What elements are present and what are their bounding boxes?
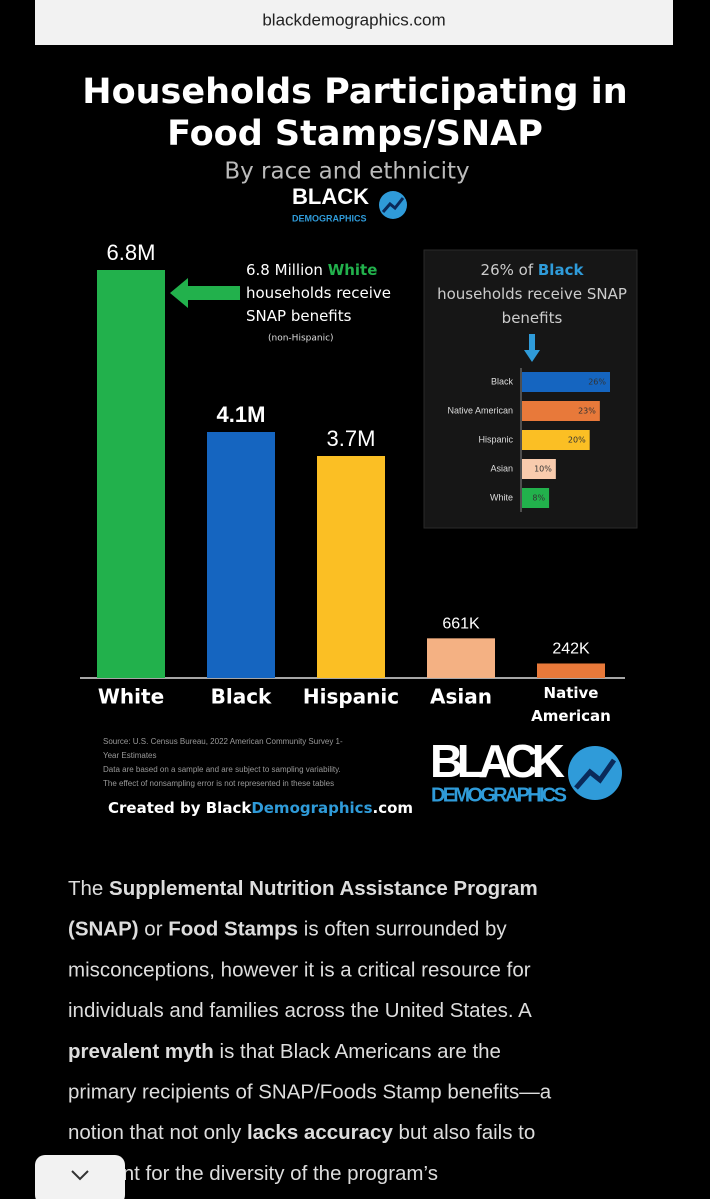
source-line: Data are based on a sample and are subje… xyxy=(103,765,341,774)
text-segment: prevalent myth xyxy=(68,1040,214,1063)
text-segment: Supplemental Nutrition Assistance Progra… xyxy=(109,877,538,900)
value-label: 242K xyxy=(552,641,590,658)
source-line: Year Estimates xyxy=(103,751,157,760)
text-segment: Created by Black xyxy=(108,799,252,817)
text-segment: account for the diversity of the program… xyxy=(68,1162,438,1185)
bar xyxy=(522,459,556,479)
logo-trend xyxy=(574,758,617,790)
text-segment: White xyxy=(328,261,378,279)
chart-title: Households Participating in xyxy=(82,72,627,112)
text-segment: .com xyxy=(373,799,414,817)
logo-top: BLACK xyxy=(292,184,369,209)
bar xyxy=(537,663,605,678)
chart-title: Food Stamps/SNAP xyxy=(167,114,543,154)
chevron-icon xyxy=(71,1170,89,1181)
text-segment: notion that not only xyxy=(68,1122,247,1145)
article-line: account for the diversity of the program… xyxy=(68,1162,438,1185)
annotation: SNAP benefits xyxy=(246,307,352,325)
text-segment: SNAP benefits xyxy=(246,307,352,325)
inset-arrow xyxy=(524,334,540,362)
article-line: misconceptions, however it is a critical… xyxy=(68,959,531,982)
annotation: households receive xyxy=(246,284,391,302)
credit: Created by BlackDemographics.com xyxy=(108,799,413,817)
x-tick-label: White xyxy=(98,685,164,709)
value-label: 10% xyxy=(534,465,552,474)
text-segment: Demographics xyxy=(251,799,372,817)
logo-top: BLACK xyxy=(430,735,565,787)
bar xyxy=(97,270,165,678)
x-tick-label: Asian xyxy=(430,685,492,709)
article-line: prevalent myth is that Black Americans a… xyxy=(68,1040,501,1063)
source-line: The effect of nonsampling error is not r… xyxy=(103,779,334,788)
y-tick-label: White xyxy=(490,492,513,502)
text-segment: households receive xyxy=(246,284,391,302)
url: blackdemographics.com xyxy=(262,10,445,29)
article-line: The Supplemental Nutrition Assistance Pr… xyxy=(68,877,538,900)
x-tick-label: Native American xyxy=(531,684,611,725)
text-segment: is often surrounded by xyxy=(298,918,507,941)
value-label: 26% xyxy=(588,378,606,387)
text-segment: households receive SNAP xyxy=(437,285,627,303)
text-segment: The xyxy=(68,877,109,900)
text-segment: primary recipients of SNAP/Foods Stamp b… xyxy=(68,1081,552,1104)
x-tick-label-line: American xyxy=(531,707,611,725)
value-label: 6.8M xyxy=(107,240,156,265)
text-segment: individuals and families across the Unit… xyxy=(68,1000,532,1023)
value-label: 4.1M xyxy=(217,402,266,427)
text-segment: misconceptions, however it is a critical… xyxy=(68,959,531,982)
value-label: 8% xyxy=(532,494,545,503)
text-segment: Black xyxy=(538,261,585,279)
chart-subtitle: By race and ethnicity xyxy=(224,159,469,185)
bar xyxy=(522,430,590,450)
logo-bottom: DEMOGRAPHICS xyxy=(431,784,567,806)
bar xyxy=(207,432,275,678)
bar xyxy=(427,638,495,678)
y-tick-label: Hispanic xyxy=(478,434,513,444)
annotation-note: (non-Hispanic) xyxy=(268,334,334,344)
value-label: 661K xyxy=(442,616,480,633)
article-line: primary recipients of SNAP/Foods Stamp b… xyxy=(68,1081,552,1104)
bar xyxy=(522,372,610,392)
annotation: 6.8 Million White xyxy=(246,261,377,279)
text-segment: Food Stamps xyxy=(168,918,298,941)
y-tick-label: Native American xyxy=(447,405,513,415)
x-tick-label-line: Native xyxy=(544,684,599,702)
text-segment: or xyxy=(139,918,169,941)
text-segment: (SNAP) xyxy=(68,918,139,941)
text-segment: but also fails to xyxy=(393,1122,535,1145)
source-line: Source: U.S. Census Bureau, 2022 America… xyxy=(103,737,343,746)
value-label: 20% xyxy=(568,436,586,445)
annotation-arrow xyxy=(170,278,240,308)
logo-bottom: DEMOGRAPHICS xyxy=(292,213,367,223)
url-bar[interactable] xyxy=(35,0,673,45)
y-tick-label: Asian xyxy=(490,463,513,473)
bar xyxy=(317,456,385,678)
article-line: notion that not only lacks accuracy but … xyxy=(68,1122,535,1145)
value-label: 3.7M xyxy=(327,426,376,451)
bar xyxy=(522,488,550,508)
inset-title: households receive SNAP xyxy=(437,285,627,303)
x-tick-label: Black xyxy=(211,685,272,709)
article-line: individuals and families across the Unit… xyxy=(68,1000,532,1023)
text-segment: benefits xyxy=(502,309,563,327)
text-segment: 6.8 Million xyxy=(246,261,328,279)
text-segment: 26% of xyxy=(481,261,538,279)
y-tick-label: Black xyxy=(491,376,514,386)
bar xyxy=(522,401,600,421)
text-segment: is that Black Americans are the xyxy=(214,1040,501,1063)
logo-trend xyxy=(381,197,405,213)
text-segment: lacks accuracy xyxy=(247,1122,394,1145)
inset-title: benefits xyxy=(502,309,563,327)
value-label: 23% xyxy=(578,407,596,416)
collapse-button[interactable] xyxy=(35,1155,125,1199)
inset-title: 26% of Black xyxy=(481,261,585,279)
article-line: (SNAP) or Food Stamps is often surrounde… xyxy=(68,918,507,941)
x-tick-label: Hispanic xyxy=(303,685,399,709)
